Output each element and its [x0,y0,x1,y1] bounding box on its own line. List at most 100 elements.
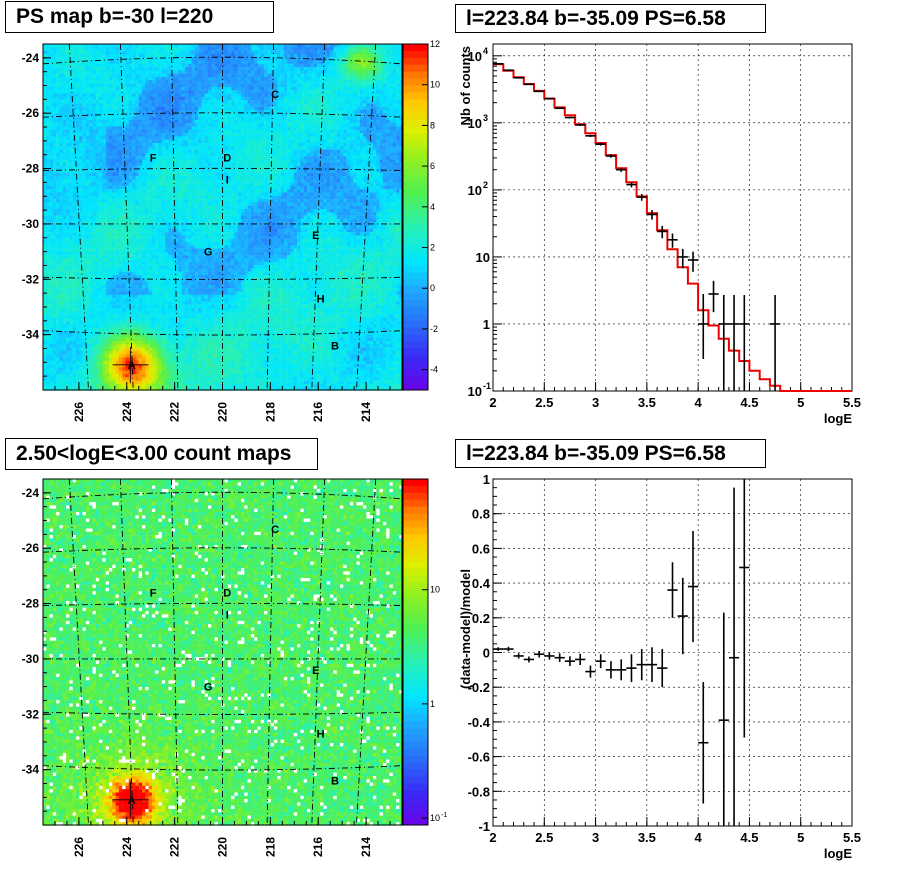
colorbar-segment [403,603,428,611]
residual-ytick-label: -1 [478,819,490,834]
map-graticule [42,43,403,391]
colorbar-segment [403,492,428,501]
colorbar-segment [403,334,428,343]
colorbar-segment [403,672,428,681]
residual-xtick-label: 5 [797,830,804,845]
colorbar-segment [403,721,428,729]
spectrum-xtick-label: 4 [695,395,703,410]
ps-map-top: 226 224 222 220 218 216 214-24-26-28-30-32-34A… [22,39,440,422]
residual-data-point [626,654,637,682]
colorbar-segment [403,306,428,315]
colorbar-segment [403,99,428,107]
spectrum-data-point [534,90,545,93]
spectrum-data-point [564,116,576,119]
residual-xtick-label: 3 [592,830,599,845]
map-xtick-label: 222 [168,837,182,857]
map-ytick-label: -26 [22,106,40,120]
colorbar-segment [403,251,428,260]
colorbar-segment [403,300,428,308]
colorbar-segment [403,189,428,197]
residual-ytick-label: 0.6 [472,541,490,556]
colorbar-label: 0 [430,283,435,293]
colorbar-segment [403,327,428,336]
residual-data-point [667,562,678,618]
residual-data-point [585,665,596,678]
colorbar-label: 1 [430,699,435,709]
colorbar-label: 10 [430,813,440,823]
source-label-d: D [223,152,231,164]
spectrum-xtick-label: 5 [797,395,804,410]
colorbar-segment [403,203,428,211]
map-xtick-label: 216 [311,837,325,857]
colorbar-label: 2 [430,243,435,253]
residual-data-point [636,649,647,681]
colorbar-segment [403,735,428,743]
colorbar-segment [403,279,428,287]
map-ytick-label: -34 [22,763,40,777]
colorbar-segment [403,748,428,757]
spectrum-data-point [646,210,658,220]
colorbar-segment [403,665,428,674]
colorbar-segment [403,534,428,542]
map-xtick-label: 226 [72,837,86,857]
map-ytick-label: -32 [22,272,40,286]
spectrum-ytick-label: 10 [468,49,482,64]
residual-data-point [544,652,555,660]
spectrum-xtick-label: 3.5 [638,395,656,410]
spectrum-data-point [677,248,688,269]
colorbar-segment [403,811,428,819]
map-ytick-label: -26 [22,541,40,555]
map-ytick-label: -34 [22,328,40,342]
colorbar-segment [403,728,428,736]
spectrum-data-point [708,280,719,313]
colorbar-segment [403,714,428,722]
residual-data-point [575,653,586,665]
spectrum-data-point [503,69,514,71]
spectrum-ytick-label: 10 [468,384,482,399]
spectrum-data-point [575,124,586,126]
colorbar-segment [403,217,428,225]
colorbar-segment [403,506,428,515]
map-ytick-label: -28 [22,162,40,176]
residual-ytick-label: 0.4 [472,576,491,591]
source-label-d: D [223,587,231,599]
colorbar-segment [403,562,428,570]
spectrum-data-point [636,193,647,201]
source-label-h: H [317,729,325,741]
spectrum-data-point [718,295,729,391]
spectrum-xtick-label: 2.5 [535,395,553,410]
colorbar-segment [403,776,428,784]
colorbar-segment [403,161,428,170]
spectrum-data-point [554,107,565,110]
colorbar-segment [403,182,428,190]
colorbar-segment [403,44,428,52]
source-label-f: F [150,152,157,164]
map-ytick-label: -32 [22,707,40,721]
source-label-i: I [226,175,229,187]
colorbar-segment [403,320,428,329]
colorbar-segment [403,589,428,598]
spectrum-data-point [698,293,709,360]
residual-data-point [728,487,740,826]
colorbar-segment [403,376,428,384]
colorbar-segment [403,113,428,121]
colorbar-label: -4 [430,365,438,375]
colorbar-frame [402,43,429,391]
colorbar-label: -2 [430,324,438,334]
colorbar-segment [403,631,428,639]
colorbar-segment [403,348,428,356]
map-xtick-label: 214 [359,837,373,857]
spectrum-ytick-exponent: 3 [483,113,488,123]
spectrum-ytick-exponent: -1 [483,381,491,391]
colorbar-segment [403,341,428,349]
colorbar-segment [403,362,428,370]
residual-ylabel: (data-model)/model [458,569,473,689]
colorbar-segment [403,568,428,577]
map-xtick-label: 218 [263,837,277,857]
colorbar-segment [403,383,428,391]
residual-data-point [554,653,565,663]
residual-data-point [687,531,699,643]
spectrum-data-point [626,182,637,188]
residual-data-point [616,659,627,681]
residual-data-point [523,656,535,663]
